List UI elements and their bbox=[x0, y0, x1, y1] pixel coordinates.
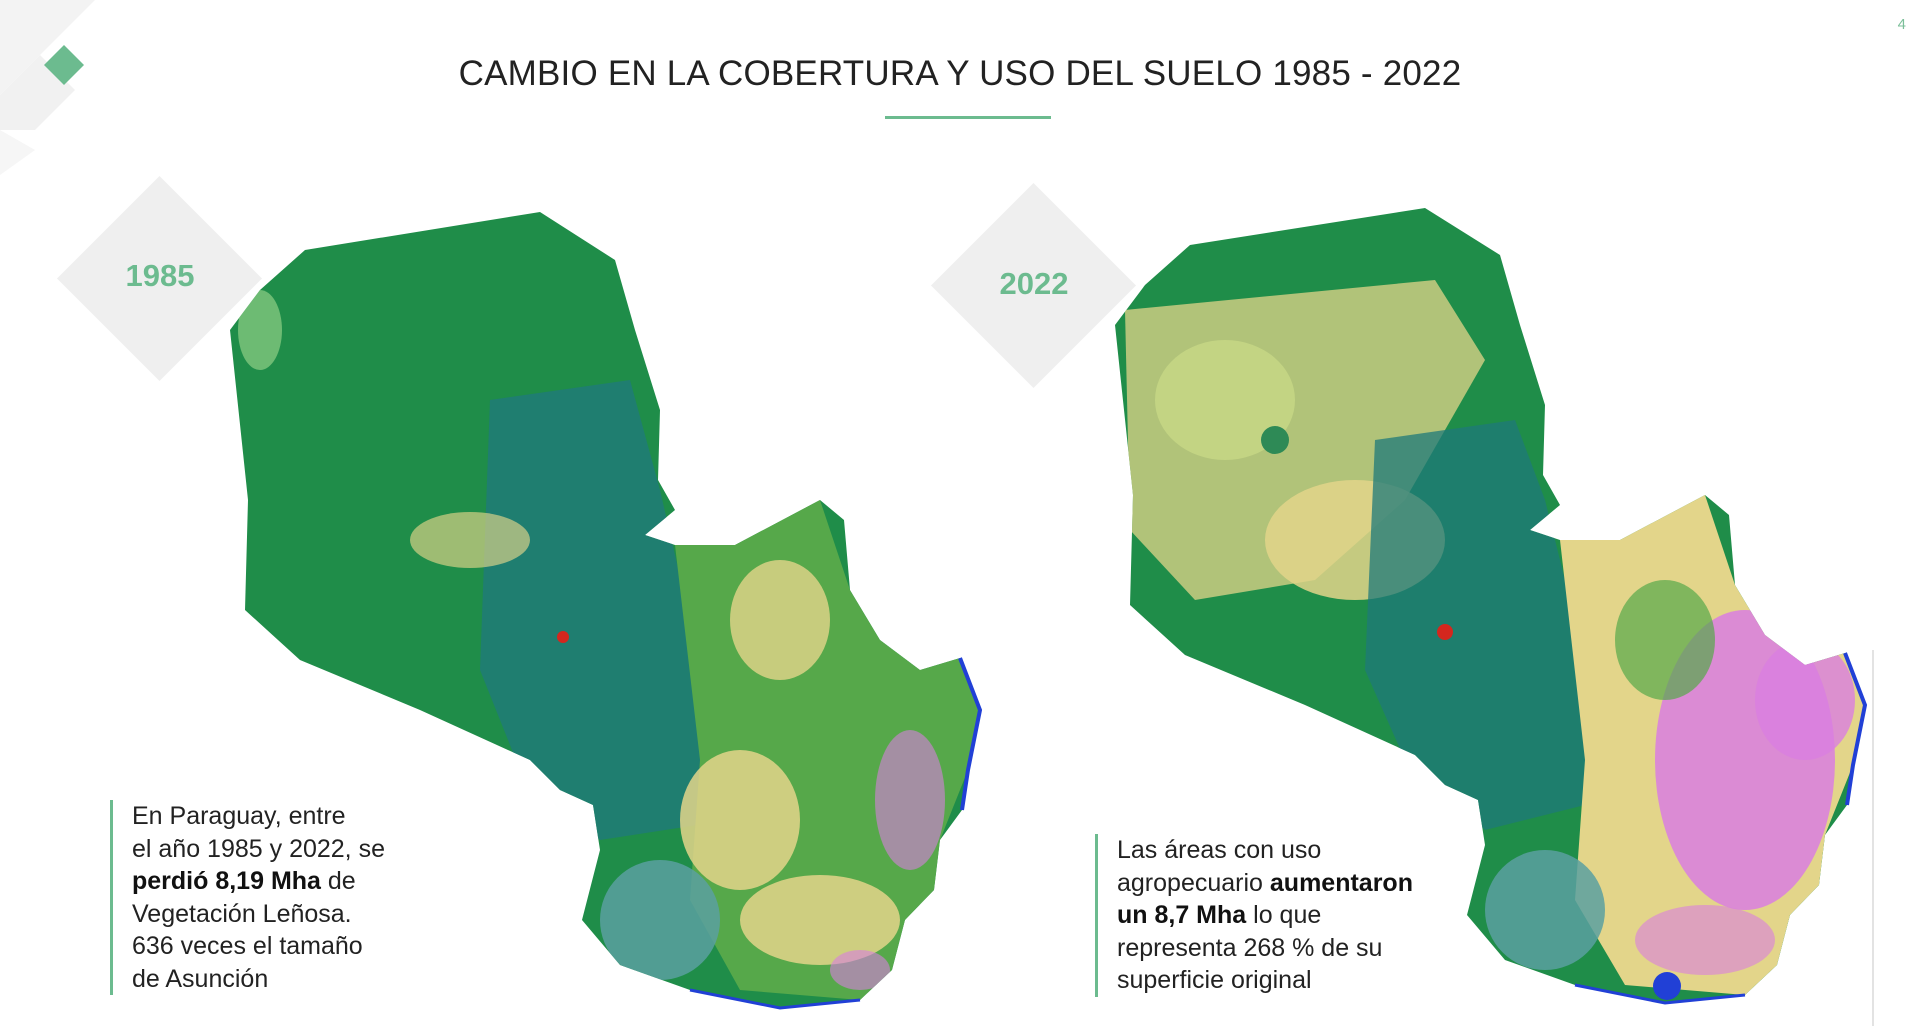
note-2022-line4: representa 268 % de su bbox=[1117, 933, 1383, 962]
map-2022 bbox=[1115, 208, 1868, 1005]
note-2022-highlight-1: aumentaron bbox=[1269, 868, 1413, 897]
note-2022-line2-pre: agropecuario bbox=[1117, 868, 1270, 897]
note-1985-line3-rest: de bbox=[320, 867, 356, 895]
green-diamond-icon bbox=[44, 45, 84, 85]
right-divider bbox=[1872, 650, 1874, 1026]
note-2022-line5: superficie original bbox=[1117, 966, 1312, 994]
page-number: 4 bbox=[1897, 16, 1906, 33]
page-title: CAMBIO EN LA COBERTURA Y USO DEL SUELO 1… bbox=[458, 54, 1462, 93]
note-1985-line4: Vegetación Leñosa. bbox=[132, 899, 352, 928]
note-2022-line3-rest: lo que bbox=[1246, 901, 1322, 929]
note-2022-line1: Las áreas con uso bbox=[1117, 836, 1322, 864]
note-1985: En Paraguay, entre el año 1985 y 2022, s… bbox=[110, 800, 385, 995]
note-1985-line1: En Paraguay, entre bbox=[132, 802, 346, 830]
year-2022-label: 2022 bbox=[999, 266, 1069, 301]
title-underline bbox=[885, 116, 1051, 119]
note-1985-line5: 636 veces el tamaño bbox=[132, 932, 363, 960]
note-1985-line6: de Asunción bbox=[132, 964, 269, 993]
note-2022-line2: agropecuario aumentaron bbox=[1117, 867, 1413, 900]
note-2022-highlight-2: un 8,7 Mha bbox=[1117, 901, 1247, 929]
note-1985-highlight: perdió 8,19 Mha bbox=[132, 867, 321, 895]
map-1985 bbox=[230, 212, 983, 1010]
note-2022: Las áreas con uso agropecuario aumentaro… bbox=[1095, 834, 1413, 997]
note-2022-line3: un 8,7 Mha lo que bbox=[1117, 899, 1413, 932]
note-1985-line3: perdió 8,19 Mha de bbox=[132, 865, 385, 898]
year-1985-label: 1985 bbox=[125, 258, 195, 293]
note-1985-line2: el año 1985 y 2022, se bbox=[132, 834, 385, 863]
corner-decoration bbox=[0, 0, 95, 175]
